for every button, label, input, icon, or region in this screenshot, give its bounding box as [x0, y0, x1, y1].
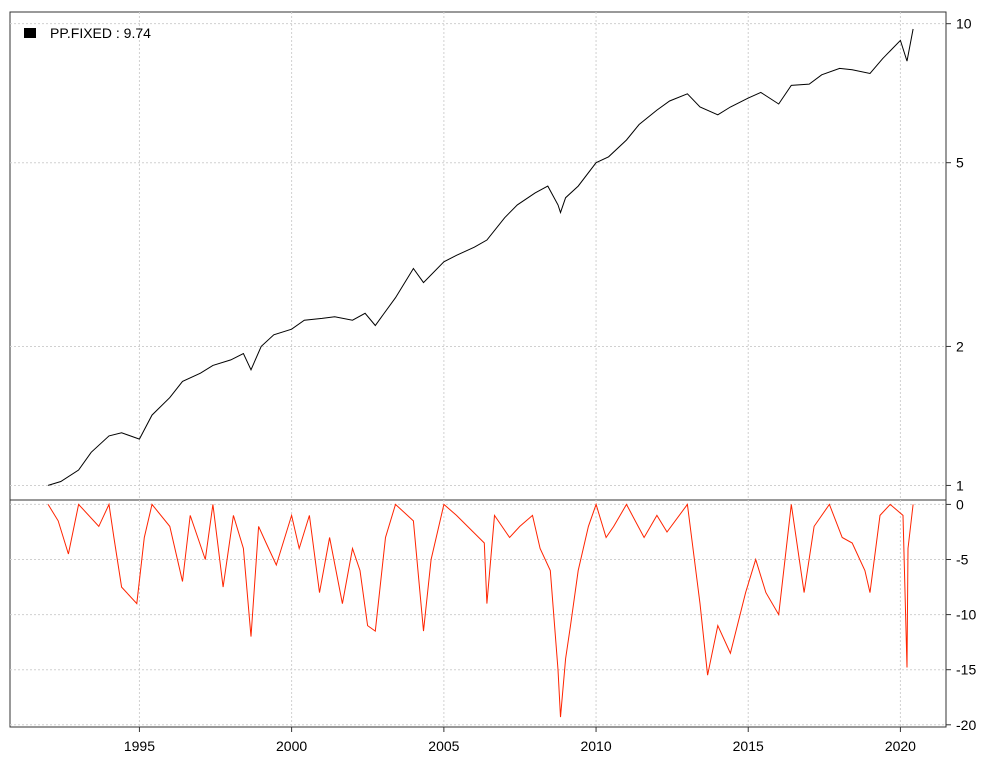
drawdown-y-axis: 0 -5 -10 -15 -20 [946, 496, 976, 733]
drawdown-panel: 0 -5 -10 -15 -20 [9, 496, 976, 733]
y-tick-label: -20 [956, 717, 976, 733]
y-tick-label: 2 [956, 338, 964, 354]
equity-y-axis: 1 2 5 10 [946, 16, 972, 493]
drawdown-panel-frame [9, 499, 947, 728]
y-tick-label: 1 [956, 477, 964, 493]
x-axis: 1995 2000 2005 2010 2015 2020 [124, 727, 916, 754]
equity-panel: 1 2 5 10 PP.FIXED : 9.74 [9, 11, 972, 501]
x-tick-label: 2020 [885, 738, 916, 754]
equity-gridlines [10, 12, 946, 500]
y-tick-label: 0 [956, 496, 964, 512]
drawdown-gridlines [10, 500, 946, 727]
equity-line [47, 28, 914, 486]
legend: PP.FIXED : 9.74 [24, 25, 151, 41]
x-tick-label: 2000 [276, 738, 307, 754]
y-tick-label: 10 [956, 16, 972, 32]
y-tick-label: -10 [956, 607, 976, 623]
drawdown-line [47, 502, 914, 718]
y-tick-label: 5 [956, 155, 964, 171]
legend-label: PP.FIXED : 9.74 [50, 25, 151, 41]
equity-panel-frame [9, 11, 947, 501]
x-tick-label: 2005 [428, 738, 459, 754]
legend-swatch [24, 28, 36, 38]
x-tick-label: 1995 [124, 738, 155, 754]
x-tick-label: 2015 [733, 738, 764, 754]
y-tick-label: -5 [956, 552, 969, 568]
y-tick-label: -15 [956, 662, 976, 678]
x-tick-label: 2010 [580, 738, 611, 754]
